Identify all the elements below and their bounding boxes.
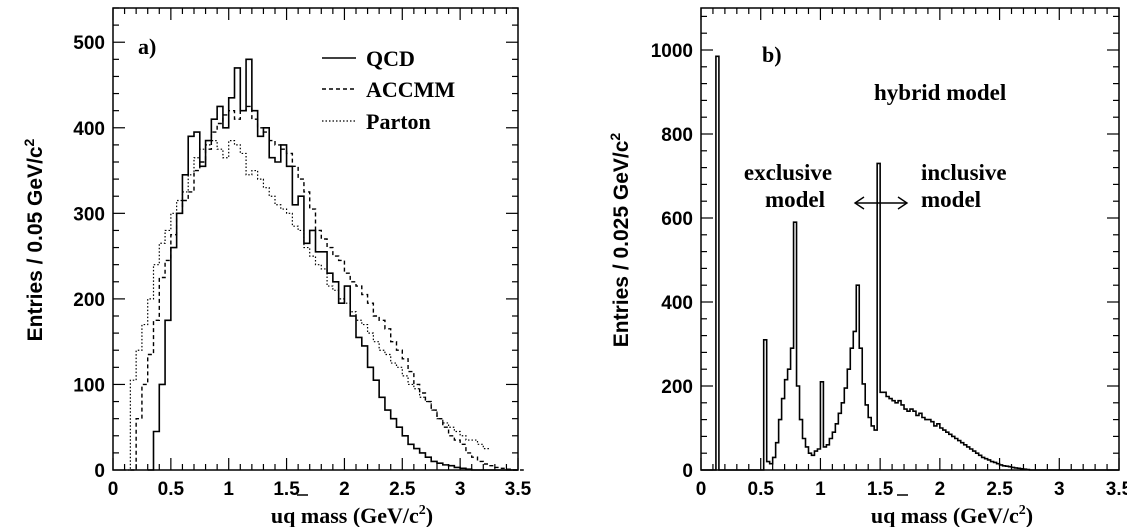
- panel-b-series-group: [701, 55, 1119, 471]
- panel-a-histogram: 0 0.5 1 1.5 2 2.5 3 3.5 0 100 200 300 400 500 a) QCD …: [21, 7, 532, 527]
- panel-a-ylabel: Entries / 0.05 GeV/c2: [21, 138, 47, 341]
- panel-a-ytick-label: 200: [73, 290, 105, 311]
- panel-b-ylabel: Entries / 0.025 GeV/c2: [607, 133, 633, 348]
- panel-b-ticks: 0 0.5 1 1.5 2 2.5 3 3.5 0 200 400 600 800 1000: [651, 8, 1127, 500]
- panel-b-ytick-label: 800: [661, 125, 693, 146]
- panel-a-ytick-label: 500: [73, 33, 105, 54]
- legend-qcd-label: QCD: [366, 46, 415, 71]
- legend-parton-label: Parton: [366, 109, 431, 134]
- panel-b-ytick-label: 600: [661, 209, 693, 230]
- annotation-exclusive-line2: model: [765, 187, 825, 212]
- panel-b-ytick-label: 400: [661, 293, 693, 314]
- panel-a-legend: QCD ACCMM Parton: [322, 46, 455, 134]
- panel-a-ytick-label: 300: [73, 204, 105, 225]
- panel-a-ytick-label: 0: [94, 461, 105, 482]
- panel-b-ytick-label: 1000: [651, 41, 693, 62]
- panel-b-xlabel: uq mass (GeV/c2): [871, 503, 1033, 527]
- panel-a-xtick-label: 1.5: [273, 479, 300, 500]
- panel-a-ytick-label: 100: [73, 375, 105, 396]
- panel-b-series-hybrid: [701, 55, 1119, 471]
- panel-b-xtick-label: 1.5: [867, 479, 894, 500]
- annotation-inclusive-line2: model: [921, 187, 981, 212]
- panel-a-label: a): [138, 34, 156, 59]
- panel-a-xtick-label: 2: [339, 479, 350, 500]
- panel-b-xtick-label: 2: [935, 479, 946, 500]
- double-arrow-icon: [853, 196, 909, 210]
- panel-b-ytick-label: 200: [661, 377, 693, 398]
- panel-a-xlabel: uq mass (GeV/c2): [271, 503, 433, 527]
- annotation-exclusive-line1: exclusive: [744, 160, 832, 185]
- panel-a-xtick-label: 0.5: [158, 479, 185, 500]
- panel-a-series-group: [124, 58, 524, 471]
- panel-a-xtick-label: 3.5: [505, 479, 532, 500]
- panel-b-label: b): [762, 42, 782, 67]
- panel-b-xtick-label: 2.5: [986, 479, 1013, 500]
- annotation-hybrid-model: hybrid model: [874, 80, 1006, 105]
- panel-a-ytick-label: 400: [73, 119, 105, 140]
- panel-a-xtick-label: 1: [223, 479, 234, 500]
- panel-a-series-accmm: [130, 105, 524, 471]
- panel-b-xtick-label: 0: [696, 479, 707, 500]
- legend-accmm-label: ACCMM: [366, 77, 455, 102]
- panel-b-ytick-label: 0: [682, 461, 693, 482]
- panel-a-frame: [112, 7, 519, 471]
- panel-a-xtick-label: 0: [108, 479, 119, 500]
- panel-b-frame: [700, 7, 1120, 471]
- panel-b-xtick-label: 1: [815, 479, 826, 500]
- annotation-inclusive-line1: inclusive: [921, 160, 1007, 185]
- panel-b-xtick-label: 3: [1054, 479, 1065, 500]
- panel-a-series-parton: [124, 140, 490, 471]
- panel-b-xtick-label: 3.5: [1106, 479, 1127, 500]
- panel-b-histogram: 0 0.5 1 1.5 2 2.5 3 3.5 0 200 400 600 800 1000 b) hyb…: [607, 7, 1127, 527]
- panel-a-xtick-label: 2.5: [389, 479, 416, 500]
- panel-b-xtick-label: 0.5: [748, 479, 775, 500]
- panel-a-ticks: 0 0.5 1 1.5 2 2.5 3 3.5 0 100 200 300 400 500: [73, 7, 532, 500]
- panel-a-xtick-label: 3: [455, 479, 466, 500]
